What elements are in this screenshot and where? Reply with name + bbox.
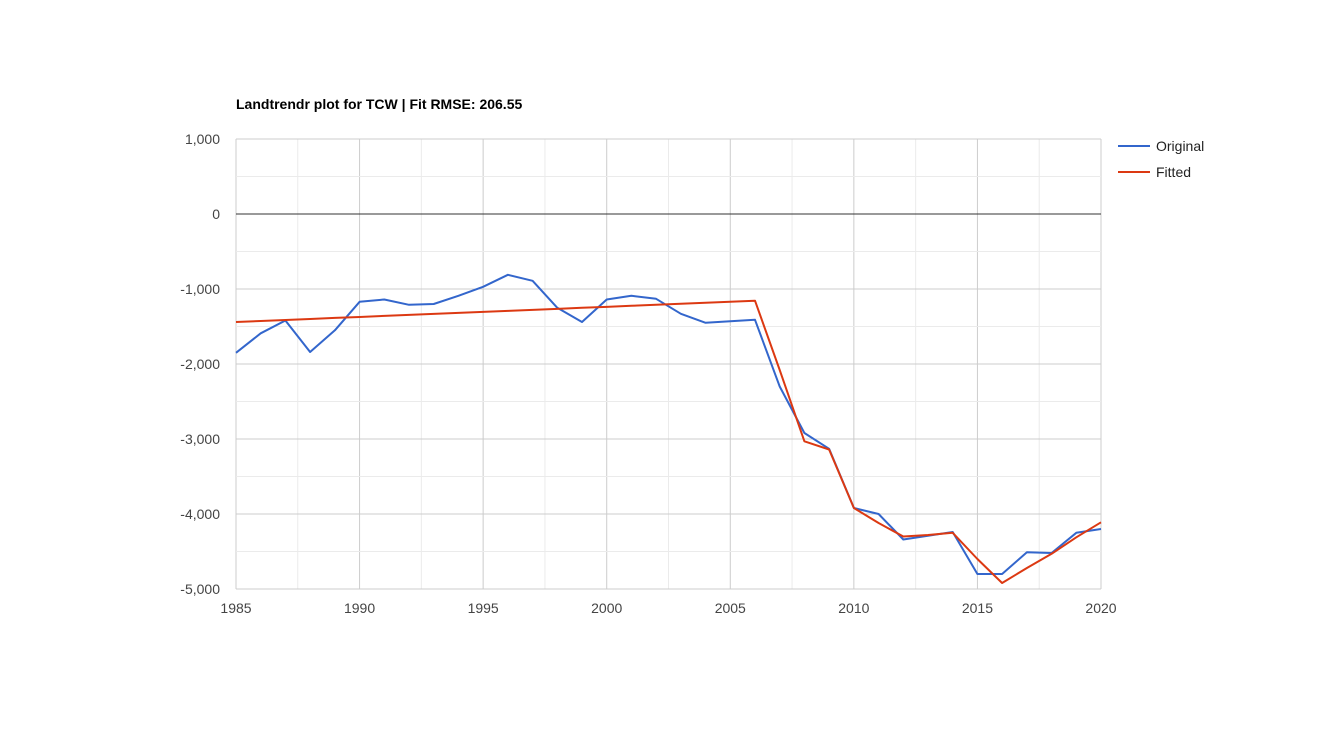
series-lines bbox=[235, 273, 1102, 584]
y-axis-ticks: 1,000 0 -1,000 -2,000 -3,000 -4,000 -5,000 bbox=[180, 131, 220, 597]
series-line-fitted bbox=[235, 299, 1102, 584]
x-tick-label: 2010 bbox=[838, 600, 869, 616]
y-tick-label: -5,000 bbox=[180, 581, 220, 597]
legend-label: Original bbox=[1156, 138, 1204, 154]
x-axis-ticks: 1985 1990 1995 2000 2005 2010 2015 2020 bbox=[220, 600, 1116, 616]
y-tick-label: -4,000 bbox=[180, 506, 220, 522]
y-tick-label: 0 bbox=[212, 206, 220, 222]
series-line-original bbox=[235, 273, 1102, 575]
x-tick-label: 1990 bbox=[344, 600, 375, 616]
y-tick-label: -1,000 bbox=[180, 281, 220, 297]
x-tick-label: 2005 bbox=[715, 600, 746, 616]
grid bbox=[235, 138, 1102, 590]
legend: Original Fitted bbox=[1118, 138, 1204, 180]
x-tick-label: 1995 bbox=[468, 600, 499, 616]
x-tick-label: 2000 bbox=[591, 600, 622, 616]
x-tick-label: 2020 bbox=[1085, 600, 1116, 616]
x-tick-label: 2015 bbox=[962, 600, 993, 616]
chart-title: Landtrendr plot for TCW | Fit RMSE: 206.… bbox=[236, 96, 522, 112]
x-tick-label: 1985 bbox=[220, 600, 251, 616]
y-tick-label: -2,000 bbox=[180, 356, 220, 372]
legend-label: Fitted bbox=[1156, 164, 1191, 180]
y-tick-label: 1,000 bbox=[185, 131, 220, 147]
y-tick-label: -3,000 bbox=[180, 431, 220, 447]
